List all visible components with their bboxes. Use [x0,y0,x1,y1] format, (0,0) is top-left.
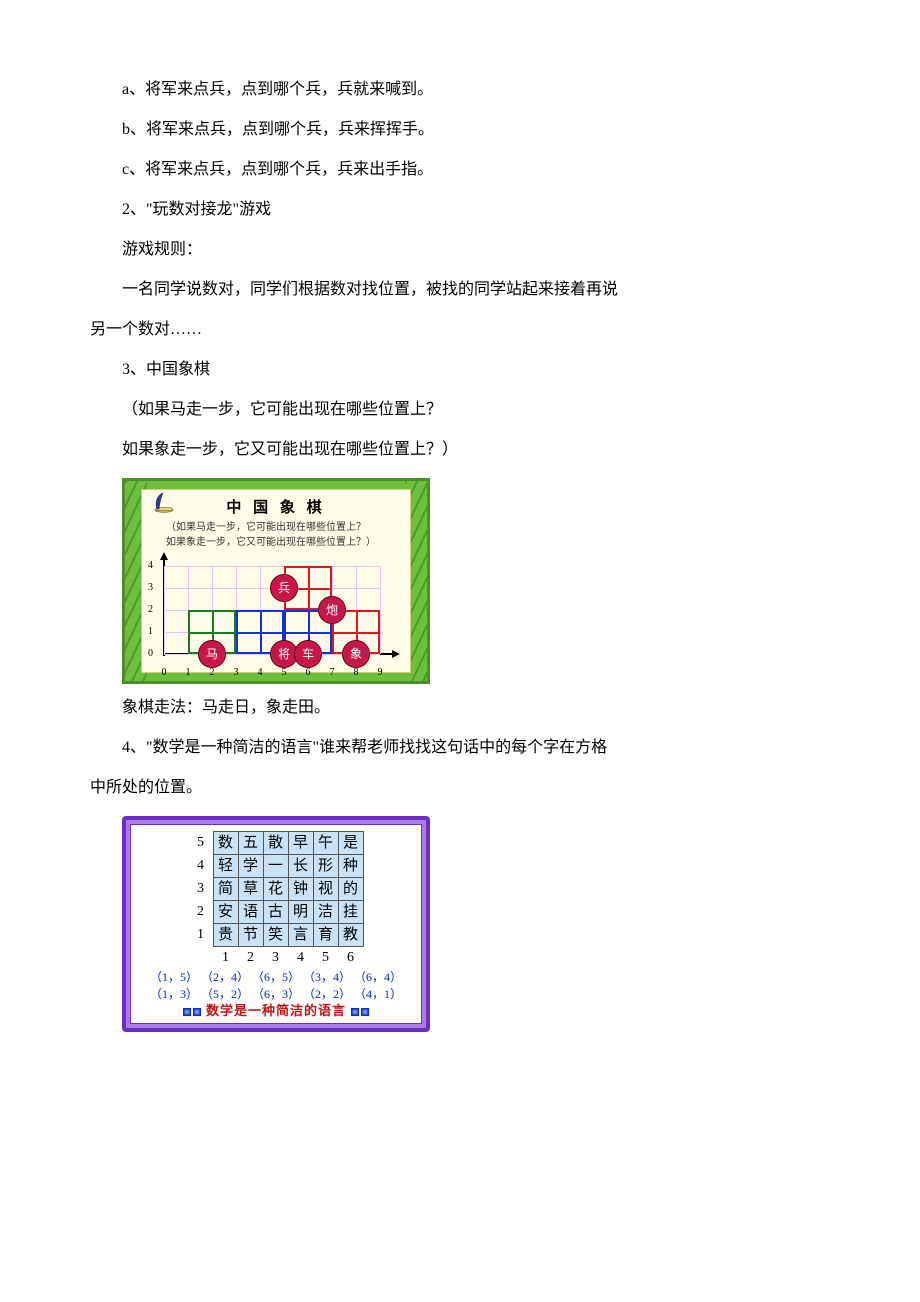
text-c: c、将军来点兵，点到哪个兵，兵来出手指。 [90,150,830,190]
char-cell: 形 [313,855,338,878]
char-cell: 笑 [263,924,288,947]
char-cell: 草 [238,878,263,901]
text-item4-b: 中所处的位置。 [90,768,830,808]
char-cell: 种 [338,855,363,878]
char-cell: 数 [213,832,238,855]
char-cell: 长 [288,855,313,878]
chess-piece-象: 象 [342,640,370,668]
char-cell: 古 [263,901,288,924]
purple-footer: 数学是一种简洁的语言 [135,1003,417,1020]
chess-sub2: 如果象走一步，它又可能出现在哪些位置上？） [166,535,406,550]
text-item3-q1: （如果马走一步，它可能出现在哪些位置上？ [90,390,830,430]
char-cell: 轻 [213,855,238,878]
char-cell: 午 [313,832,338,855]
char-cell: 教 [338,924,363,947]
text-item2: 2、"玩数对接龙"游戏 [90,190,830,230]
char-cell: 语 [238,901,263,924]
char-cell: 安 [213,901,238,924]
chess-sub1: （如果马走一步，它可能出现在哪些位置上？ [166,520,406,535]
char-cell: 是 [338,832,363,855]
char-cell: 视 [313,878,338,901]
text-b: b、将军来点兵，点到哪个兵，兵来挥挥手。 [90,110,830,150]
char-cell: 散 [263,832,288,855]
chess-title: 中 国 象 棋 [146,496,406,520]
char-cell: 言 [288,924,313,947]
text-a: a、将军来点兵，点到哪个兵，兵就来喊到。 [90,70,830,110]
text-rule-header: 游戏规则： [90,230,830,270]
char-grid: 5数五散早午是4轻学一长形种3简草花钟视的2安语古明洁挂1贵节笑言育教12345… [135,831,417,969]
text-chess-walk: 象棋走法：马走日，象走田。 [90,688,830,728]
chess-piece-车: 车 [294,640,322,668]
text-rule-body-2: 另一个数对…… [90,310,830,350]
char-cell: 贵 [213,924,238,947]
char-cell: 钟 [288,878,313,901]
char-cell: 洁 [313,901,338,924]
char-cell: 育 [313,924,338,947]
char-cell: 简 [213,878,238,901]
char-cell: 花 [263,878,288,901]
char-cell: 一 [263,855,288,878]
coords-line-1: （1，5） （2，4） （6，5） （3，4） （6，4） [135,969,417,986]
text-item4: 4、"数学是一种简洁的语言"谁来帮老师找找这句话中的每个字在方格 [90,728,830,768]
chess-piece-炮: 炮 [318,596,346,624]
char-cell: 节 [238,924,263,947]
text-item3: 3、中国象棋 [90,350,830,390]
chess-piece-兵: 兵 [270,574,298,602]
coords-line-2: （1，3） （5，2） （6，3） （2，2） （4，1） [135,986,417,1003]
char-cell: 明 [288,901,313,924]
chess-piece-马: 马 [198,640,226,668]
figure-chess: 中 国 象 棋 （如果马走一步，它可能出现在哪些位置上？ 如果象走一步，它又可能… [122,478,430,684]
figure-purple-grid: 5数五散早午是4轻学一长形种3简草花钟视的2安语古明洁挂1贵节笑言育教12345… [122,816,430,1032]
chess-board: 012340123456789兵炮马将车象 [160,554,398,664]
char-cell: 五 [238,832,263,855]
text-item3-q2: 如果象走一步，它又可能出现在哪些位置上？） [90,430,830,470]
quill-icon [148,492,178,514]
char-cell: 挂 [338,901,363,924]
text-rule-body-1: 一名同学说数对，同学们根据数对找位置，被找的同学站起来接着再说 [90,270,830,310]
char-cell: 学 [238,855,263,878]
char-cell: 早 [288,832,313,855]
char-cell: 的 [338,878,363,901]
